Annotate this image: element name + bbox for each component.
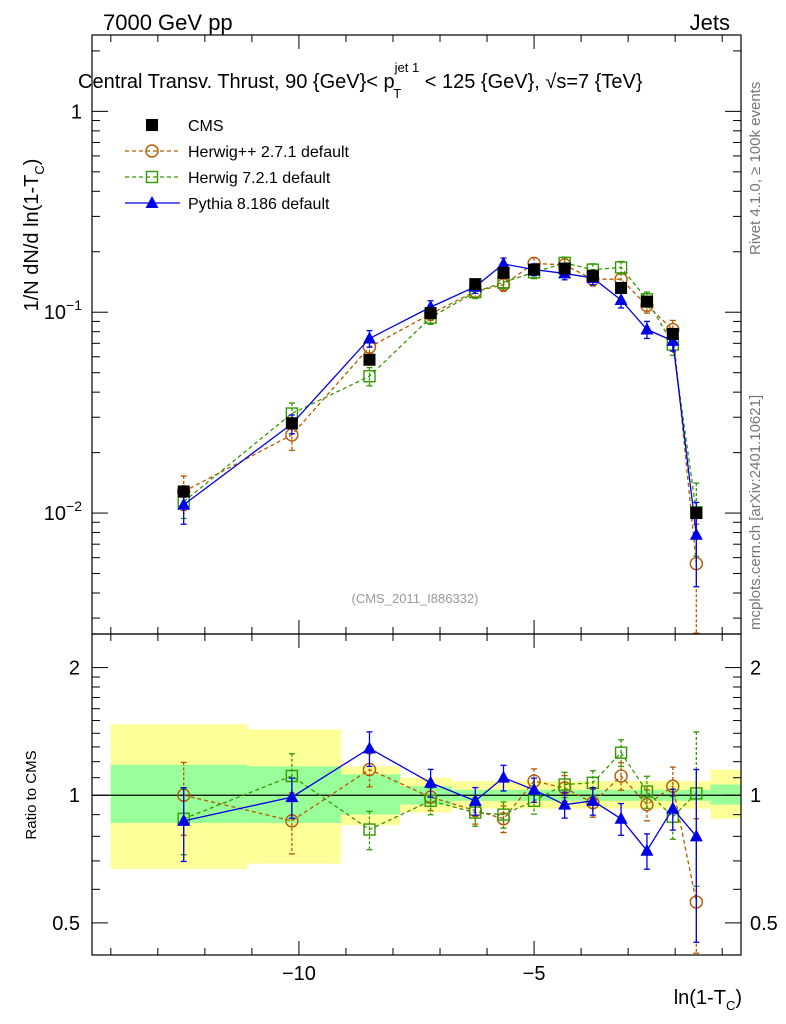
ratio-point-pythia-8-186-default-1 xyxy=(285,790,299,803)
main-point-cms-8 xyxy=(586,269,599,282)
ratio-point-pythia-8-186-default-8 xyxy=(586,793,600,806)
ratio-y-tick-label-right-2: 2 xyxy=(750,658,761,680)
header-right: Jets xyxy=(690,10,730,35)
legend-label-cms: CMS xyxy=(188,118,224,135)
ratio-y-tick-label-left-1: 1 xyxy=(69,785,80,807)
ratio-point-herwig-7-2-1-default-2 xyxy=(363,823,376,836)
main-y-tick-label-base-1: 10 xyxy=(44,302,66,324)
y-axis-label-prefix: 1/N dN/d ln(1-T xyxy=(21,175,43,312)
y-axis-label-suffix: ) xyxy=(21,159,43,166)
main-point-pythia-8-186-default-5 xyxy=(497,256,511,269)
legend: CMS Herwig++ 2.7.1 default Herwig 7.2.1 de… xyxy=(125,118,350,213)
ratio-point-pythia-8-186-default-5 xyxy=(497,770,511,783)
legend-label-pythia-8-186-default: Pythia 8.186 default xyxy=(188,196,330,213)
main-point-pythia-8-186-default-9 xyxy=(614,293,628,306)
title-sup: jet 1 xyxy=(394,60,420,75)
main-point-cms-2 xyxy=(363,353,376,366)
ratio-point-pythia-8-186-default-11 xyxy=(666,801,680,814)
ratio-y-tick-label-left-0: 0.5 xyxy=(52,913,80,935)
main-point-cms-3 xyxy=(424,307,437,320)
ratio-point-pythia-8-186-default-3 xyxy=(424,775,438,788)
main-y-tick-label-exp-1: −1 xyxy=(66,297,82,313)
ratio-point-herwig-7-2-1-default-10 xyxy=(640,785,654,798)
main-point-herwig-7-2-1-default-9 xyxy=(614,261,628,274)
ratio-point-herwig-7-2-1-default-7 xyxy=(558,778,571,791)
main-series-layer xyxy=(177,256,704,634)
header-left: 7000 GeV pp xyxy=(103,10,233,35)
ratio-point-herwig-7-2-1-default-5 xyxy=(497,808,510,821)
analysis-tag: (CMS_2011_I886332) xyxy=(352,591,479,606)
ratio-y-tick-label-right-0: 0.5 xyxy=(750,913,778,935)
main-point-cms-11 xyxy=(666,327,679,340)
ratio-y-axis-label: Ratio to CMS xyxy=(23,750,40,839)
main-point-pythia-8-186-default-12 xyxy=(689,527,703,540)
x-tick-label-1: −5 xyxy=(523,963,546,985)
ratio-point-herwig-2-7-1-default-9 xyxy=(614,769,628,783)
main-point-pythia-8-186-default-2 xyxy=(362,331,376,344)
legend-marker-pythia-8-186-default xyxy=(145,196,159,208)
main-point-cms-6 xyxy=(528,263,541,276)
svg-text:Central Transv. Thrust, 90 {Ge: Central Transv. Thrust, 90 {GeV}< pjet 1… xyxy=(78,60,643,101)
ratio-point-pythia-8-186-default-10 xyxy=(640,843,654,856)
ratio-band-inner-5 xyxy=(710,784,741,805)
ratio-point-pythia-8-186-default-0 xyxy=(177,813,191,826)
main-y-tick-label-base-0: 10 xyxy=(44,503,66,525)
main-point-pythia-8-186-default-0 xyxy=(177,497,191,510)
main-y-tick-label-exp-0: −2 xyxy=(66,498,82,514)
x-axis-label: ln(1-TC) xyxy=(674,987,742,1013)
legend-marker-herwig-2-7-1-default xyxy=(145,144,159,158)
main-point-cms-12 xyxy=(690,507,703,520)
legend-marker-cms xyxy=(146,119,158,131)
main-point-cms-4 xyxy=(469,278,482,291)
plot-title: Central Transv. Thrust, 90 {GeV}< pjet 1… xyxy=(78,60,643,101)
main-point-cms-9 xyxy=(615,282,628,295)
main-point-pythia-8-186-default-10 xyxy=(640,322,654,335)
ratio-point-herwig-7-2-1-default-9 xyxy=(614,746,628,759)
ratio-point-pythia-8-186-default-12 xyxy=(689,829,703,842)
main-point-cms-5 xyxy=(497,266,510,279)
main-point-cms-10 xyxy=(640,295,653,308)
main-point-cms-7 xyxy=(558,262,571,275)
legend-label-herwig-7-2-1-default: Herwig 7.2.1 default xyxy=(188,170,331,187)
main-point-cms-1 xyxy=(285,417,298,430)
legend-marker-herwig-7-2-1-default xyxy=(145,170,159,184)
y-axis-label-sub: C xyxy=(32,165,47,174)
main-y-tick-label-0: 10−2 xyxy=(44,498,82,525)
ratio-band-inner-2 xyxy=(341,774,401,815)
main-point-cms-0 xyxy=(177,485,190,498)
main-y-tick-label-2: 1 xyxy=(71,101,82,123)
ratio-point-pythia-8-186-default-4 xyxy=(468,793,482,806)
ratio-frame: −10 −5 0.5 0.5 1 1 2 2 xyxy=(52,633,778,985)
y-axis-label: 1/N dN/d ln(1-TC) xyxy=(21,159,47,312)
ratio-band-inner-0 xyxy=(110,764,248,824)
title-suffix: < 125 {GeV}, √s=7 {TeV} xyxy=(419,71,643,93)
x-tick-label-0: −10 xyxy=(282,963,316,985)
ratio-series-layer xyxy=(177,731,704,954)
ratio-y-tick-label-left-2: 2 xyxy=(69,658,80,680)
x-axis-label-prefix: ln(1-T xyxy=(674,987,726,1009)
main-point-herwig-7-2-1-default-2 xyxy=(363,370,376,383)
ratio-point-pythia-8-186-default-7 xyxy=(558,797,572,810)
x-axis-label-suffix: ) xyxy=(735,987,742,1009)
rivet-label: Rivet 4.1.0, ≥ 100k events xyxy=(747,82,764,255)
main-y-tick-label-1: 10−1 xyxy=(44,297,82,324)
title-prefix: Central Transv. Thrust, 90 {GeV}< p xyxy=(78,71,395,93)
ratio-point-pythia-8-186-default-9 xyxy=(614,811,628,824)
ratio-point-pythia-8-186-default-6 xyxy=(527,782,541,795)
main-frame: 10−210−11 xyxy=(44,34,742,635)
mcplots-label: mcplots.cern.ch [arXiv:2401.10621] xyxy=(747,395,764,630)
legend-label-herwig-2-7-1-default: Herwig++ 2.7.1 default xyxy=(188,144,350,161)
title-sub: T xyxy=(393,86,401,101)
ratio-plot-frame xyxy=(91,633,742,956)
ratio-y-tick-label-right-1: 1 xyxy=(750,785,761,807)
x-axis-label-sub: C xyxy=(726,998,735,1013)
ratio-point-pythia-8-186-default-2 xyxy=(362,741,376,754)
